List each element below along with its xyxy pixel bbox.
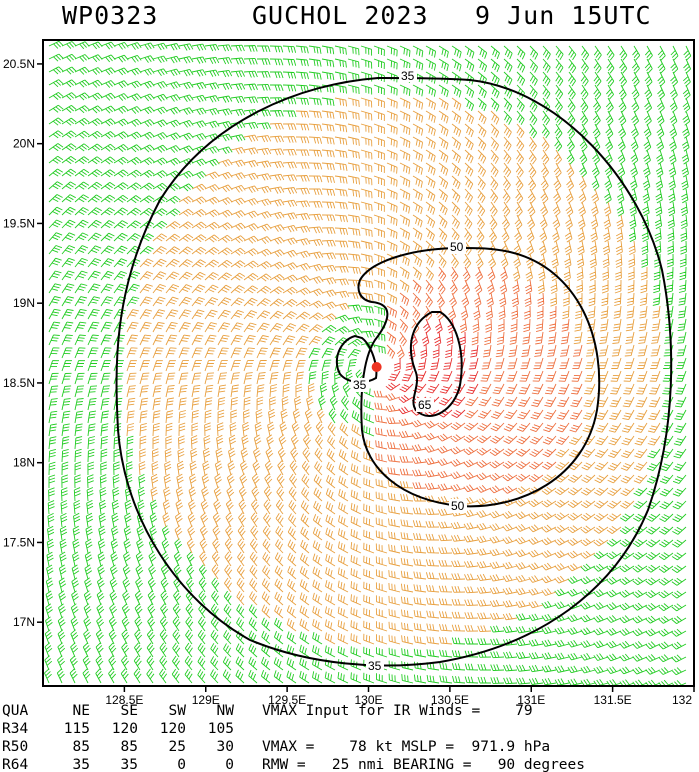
row-label-r64: R64 (2, 757, 28, 772)
contour-label-r64: 65 (418, 398, 432, 412)
storm-center-marker (371, 361, 382, 372)
r50-contour (357, 246, 601, 508)
table-header-sw: SW (169, 703, 187, 719)
r50-ne: 85 (73, 739, 90, 755)
lat-tick-label: 19.5N (3, 216, 35, 230)
wind-barbs-group (44, 40, 692, 686)
vmax-mslp-line: VMAX = 78 kt MSLP = 971.9 hPa (262, 739, 550, 755)
lat-tick-label: 17N (13, 615, 35, 629)
rmw-bearing-line: RMW = 25 nmi BEARING = 90 degrees (262, 757, 585, 772)
row-label-r34: R34 (2, 721, 28, 737)
r64-sw: 0 (177, 757, 186, 772)
lon-tick-label: 130E (354, 693, 382, 707)
vmax-input-line: VMAX Input for IR Winds = 79 (262, 703, 533, 719)
lon-tick-label: 132 (672, 693, 692, 707)
wind-radii-table: QUA NE SE SW NW R34 115 120 120 105 R50 … (2, 703, 585, 772)
lat-tick-label: 19N (13, 296, 35, 310)
lat-tick-label: 18N (13, 456, 35, 470)
r34-contour (115, 76, 673, 667)
contour-label-inner: 35 (353, 378, 367, 392)
lat-tick-label: 18.5N (3, 376, 35, 390)
lon-tick-label: 128.5E (105, 693, 143, 707)
storm-name: GUCHOL 2023 (252, 1, 429, 30)
row-label-r50: R50 (2, 739, 28, 755)
r34-sw: 120 (160, 721, 186, 737)
longitude-axis: 128.5E 129E 129.5E 130E 130.5E 131E 131.5E 132 (105, 686, 695, 707)
contour-label-r50-bottom: 50 (451, 499, 465, 513)
table-header-se: SE (121, 703, 138, 719)
lat-tick-label: 17.5N (3, 535, 35, 549)
contour-labels: 35 35 35 50 50 65 (351, 68, 467, 673)
lat-tick-label: 20.5N (3, 57, 35, 71)
storm-id: WP0323 (62, 1, 158, 30)
r34-se: 120 (112, 721, 138, 737)
table-header-ne: NE (73, 703, 90, 719)
r64-nw: 0 (225, 757, 234, 772)
r50-se: 85 (121, 739, 138, 755)
contour-label-outer-bottom: 35 (368, 659, 382, 673)
r64-se: 35 (121, 757, 138, 772)
r50-nw: 30 (217, 739, 234, 755)
lon-tick-label: 131E (517, 693, 545, 707)
r34-nw: 105 (208, 721, 234, 737)
wind-barbs-group (126, 97, 661, 645)
r64-ne: 35 (73, 757, 90, 772)
r50-sw: 25 (169, 739, 186, 755)
table-header-nw: NW (217, 703, 235, 719)
analysis-datetime: 9 Jun 15UTC (475, 1, 652, 30)
lon-tick-label: 130.5E (431, 693, 469, 707)
lon-tick-label: 131.5E (594, 693, 632, 707)
contour-label-r50-top: 50 (450, 240, 464, 254)
wind-barb-field (44, 40, 692, 686)
latitude-axis: 20.5N 20N 19.5N 19N 18.5N 18N 17.5N 17N (3, 57, 43, 629)
table-header-qua: QUA (2, 703, 28, 719)
lon-tick-label: 129.5E (268, 693, 306, 707)
contour-label-outer-top: 35 (401, 69, 415, 83)
map-background (43, 40, 694, 686)
lat-tick-label: 20N (13, 137, 35, 151)
wind-barbs-group (373, 266, 583, 494)
r34-ne: 115 (64, 721, 90, 737)
lon-tick-label: 129E (192, 693, 220, 707)
